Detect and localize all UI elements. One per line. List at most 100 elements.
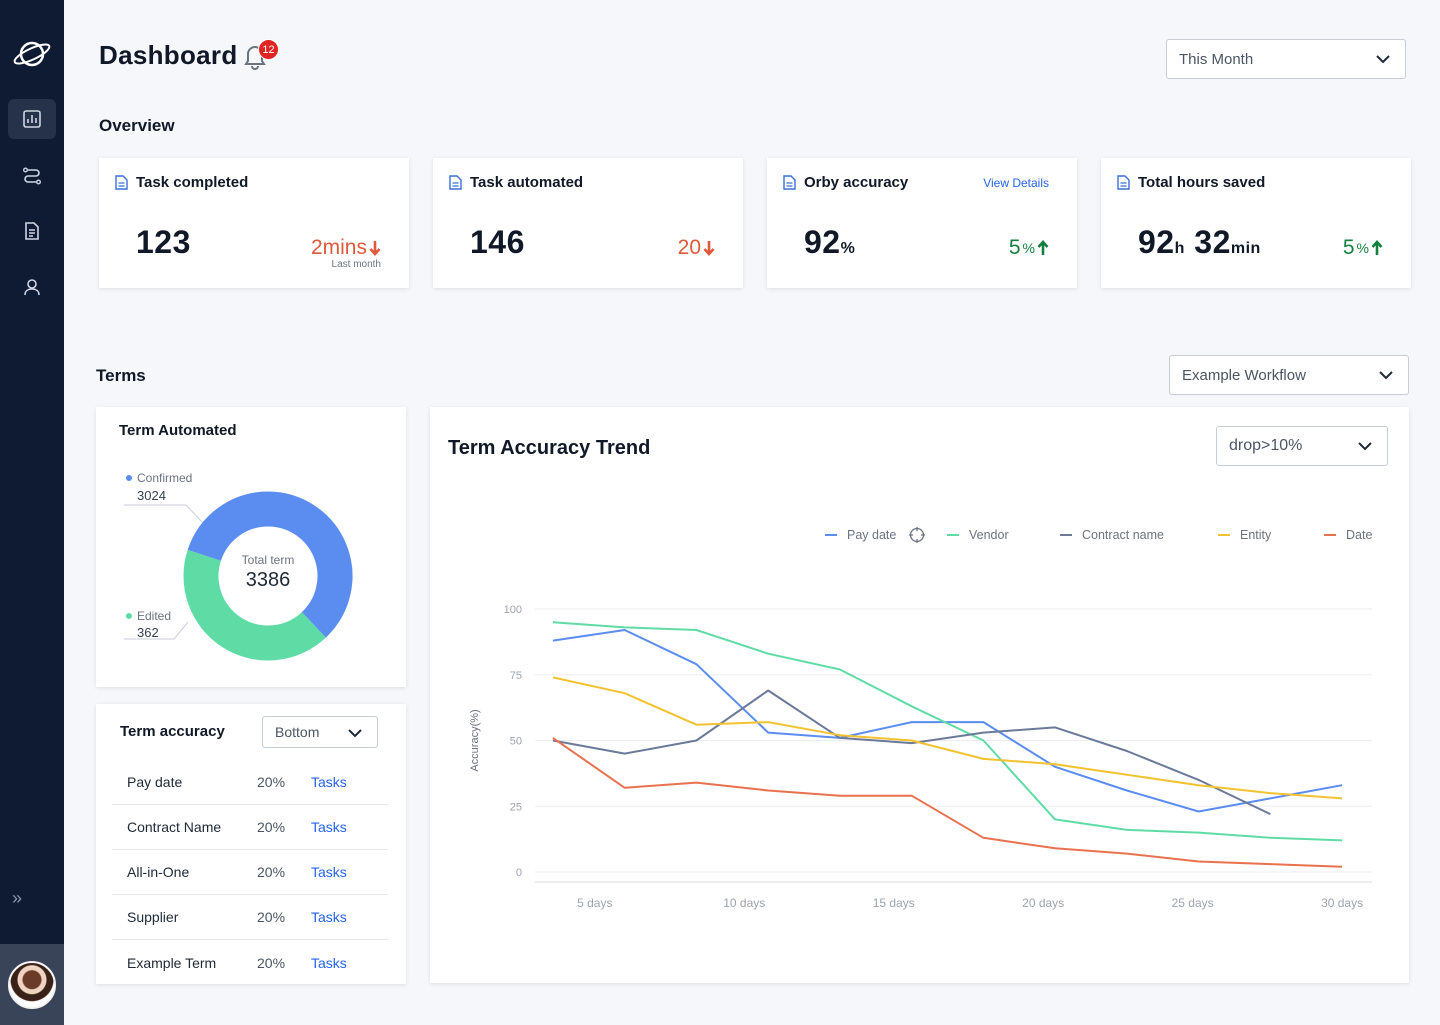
kpi-hours-unit: h	[1174, 240, 1185, 257]
kpi-subtext: Last month	[331, 259, 381, 270]
term-accuracy-title: Term accuracy	[120, 723, 225, 740]
legend-confirmed-value: 3024	[137, 488, 166, 503]
legend-label: Contract name	[1082, 528, 1164, 542]
period-select[interactable]: This Month	[1166, 39, 1406, 79]
edited-dot	[126, 613, 132, 619]
arrow-down-icon	[703, 241, 715, 256]
kpi-minutes: 32	[1194, 224, 1231, 260]
sidebar-item-documents[interactable]	[8, 211, 56, 251]
arrow-down-icon	[369, 241, 381, 256]
kpi-card-total-hours-saved: Total hours saved 92h 32min 5%	[1101, 158, 1411, 288]
sidebar-item-dashboard[interactable]	[8, 99, 56, 139]
overview-heading: Overview	[99, 116, 175, 135]
series-line-vendor	[552, 621, 1343, 842]
chevron-down-icon	[1376, 55, 1390, 64]
legend-label: Pay date	[847, 528, 896, 542]
legend-label: Entity	[1240, 528, 1272, 542]
term-name: Example Term	[127, 954, 217, 971]
kpi-card-task-automated: Task automated 146 20	[433, 158, 743, 288]
legend-confirmed: Confirmed	[126, 471, 192, 485]
kpi-title-text: Task automated	[470, 174, 584, 191]
document-icon	[783, 175, 796, 190]
donut-chart	[124, 491, 353, 661]
kpi-value-unit: %	[840, 240, 856, 257]
series-line-date	[552, 737, 1343, 868]
x-tick-label: 25 days	[1172, 896, 1214, 910]
expand-sidebar-button[interactable]: »	[12, 888, 23, 908]
y-tick-label: 0	[516, 867, 522, 879]
term-pct: 20%	[257, 819, 286, 835]
kpi-title-text: Orby accuracy	[804, 174, 909, 191]
kpi-card-task-completed: Task completed 123 2mins Last month	[99, 158, 409, 288]
table-row: All-in-One 20% Tasks	[112, 850, 388, 895]
accuracy-sort-value: Bottom	[275, 724, 320, 740]
term-accuracy-card: Term accuracy Bottom Pay date 20% Tasks Co…	[96, 704, 406, 984]
legend-label: Vendor	[969, 528, 1009, 542]
term-name: Supplier	[127, 909, 179, 925]
chart-title: Term Accuracy Trend	[448, 437, 651, 459]
kpi-value: 92h 32min	[1138, 224, 1261, 261]
table-row: Supplier 20% Tasks	[112, 895, 388, 940]
donut-segment-confirmed	[187, 491, 353, 638]
edited-leader-line	[124, 621, 189, 640]
series-line-contract-name	[552, 689, 1271, 816]
donut-center-label: Total term	[241, 553, 295, 567]
term-pct: 20%	[257, 954, 286, 971]
series-line-pay-date	[552, 629, 1343, 813]
kpi-card-orby-accuracy: Orby accuracy View Details 92% 5%	[767, 158, 1077, 288]
sidebar-item-profile[interactable]	[8, 267, 56, 307]
trend-filter-select[interactable]: drop>10%	[1216, 426, 1388, 466]
x-tick-label: 20 days	[1022, 896, 1064, 910]
legend-edited-label: Edited	[137, 609, 172, 623]
kpi-minutes-unit: min	[1230, 240, 1261, 257]
tasks-link[interactable]: Tasks	[311, 864, 347, 880]
x-tick-label: 10 days	[723, 896, 765, 910]
kpi-delta: 2mins	[311, 236, 381, 260]
term-accuracy-table: Pay date 20% Tasks Contract Name 20% Tasks A…	[112, 760, 388, 985]
kpi-delta-value: 20	[677, 236, 701, 259]
kpi-title: Task completed	[115, 174, 248, 191]
kpi-delta: 5%	[1009, 236, 1049, 260]
table-row: Pay date 20% Tasks	[112, 760, 388, 805]
legend-edited-value: 362	[137, 625, 159, 640]
notification-badge: 12	[258, 39, 279, 60]
document-icon	[25, 222, 39, 240]
y-axis-label: Accuracy(%)	[469, 709, 481, 771]
document-icon	[1117, 175, 1130, 190]
term-name: Pay date	[127, 774, 183, 790]
chevron-down-icon	[348, 729, 362, 738]
user-icon	[24, 279, 40, 296]
confirmed-leader-line	[124, 504, 205, 525]
avatar[interactable]	[8, 960, 56, 1009]
term-automated-title: Term Automated	[119, 422, 237, 439]
document-icon	[115, 175, 128, 190]
kpi-delta-value: 2mins	[310, 236, 367, 259]
legend-edited: Edited	[126, 609, 171, 623]
kpi-delta: 20	[678, 236, 715, 260]
kpi-value-number: 92	[804, 224, 841, 260]
term-pct: 20%	[257, 864, 286, 880]
accuracy-sort-select[interactable]: Bottom	[262, 716, 378, 748]
document-icon	[449, 175, 462, 190]
view-details-link[interactable]: View Details	[983, 176, 1049, 190]
sidebar: »	[0, 0, 64, 1025]
logo-icon[interactable]	[10, 34, 54, 74]
tasks-link[interactable]: Tasks	[311, 954, 347, 971]
kpi-title: Orby accuracy	[783, 174, 908, 191]
kpi-value: 123	[136, 224, 191, 260]
sidebar-item-workflows[interactable]	[8, 155, 56, 195]
term-automated-card: Term Automated Confirmed 3024 Edited 362…	[96, 407, 406, 687]
tasks-link[interactable]: Tasks	[311, 819, 347, 835]
table-row: Contract Name 20% Tasks	[112, 805, 388, 850]
kpi-title-text: Task completed	[136, 174, 249, 191]
kpi-delta-unit: %	[1022, 240, 1035, 256]
kpi-title-text: Total hours saved	[1138, 174, 1266, 191]
tasks-link[interactable]: Tasks	[311, 909, 347, 925]
workflow-select[interactable]: Example Workflow	[1169, 355, 1409, 395]
kpi-delta-value: 5	[1008, 236, 1021, 259]
crosshair-icon	[909, 527, 925, 543]
kpi-title: Task automated	[449, 174, 583, 191]
y-tick-label: 25	[510, 801, 522, 813]
kpi-delta-value: 5	[1342, 236, 1355, 259]
tasks-link[interactable]: Tasks	[311, 774, 347, 790]
